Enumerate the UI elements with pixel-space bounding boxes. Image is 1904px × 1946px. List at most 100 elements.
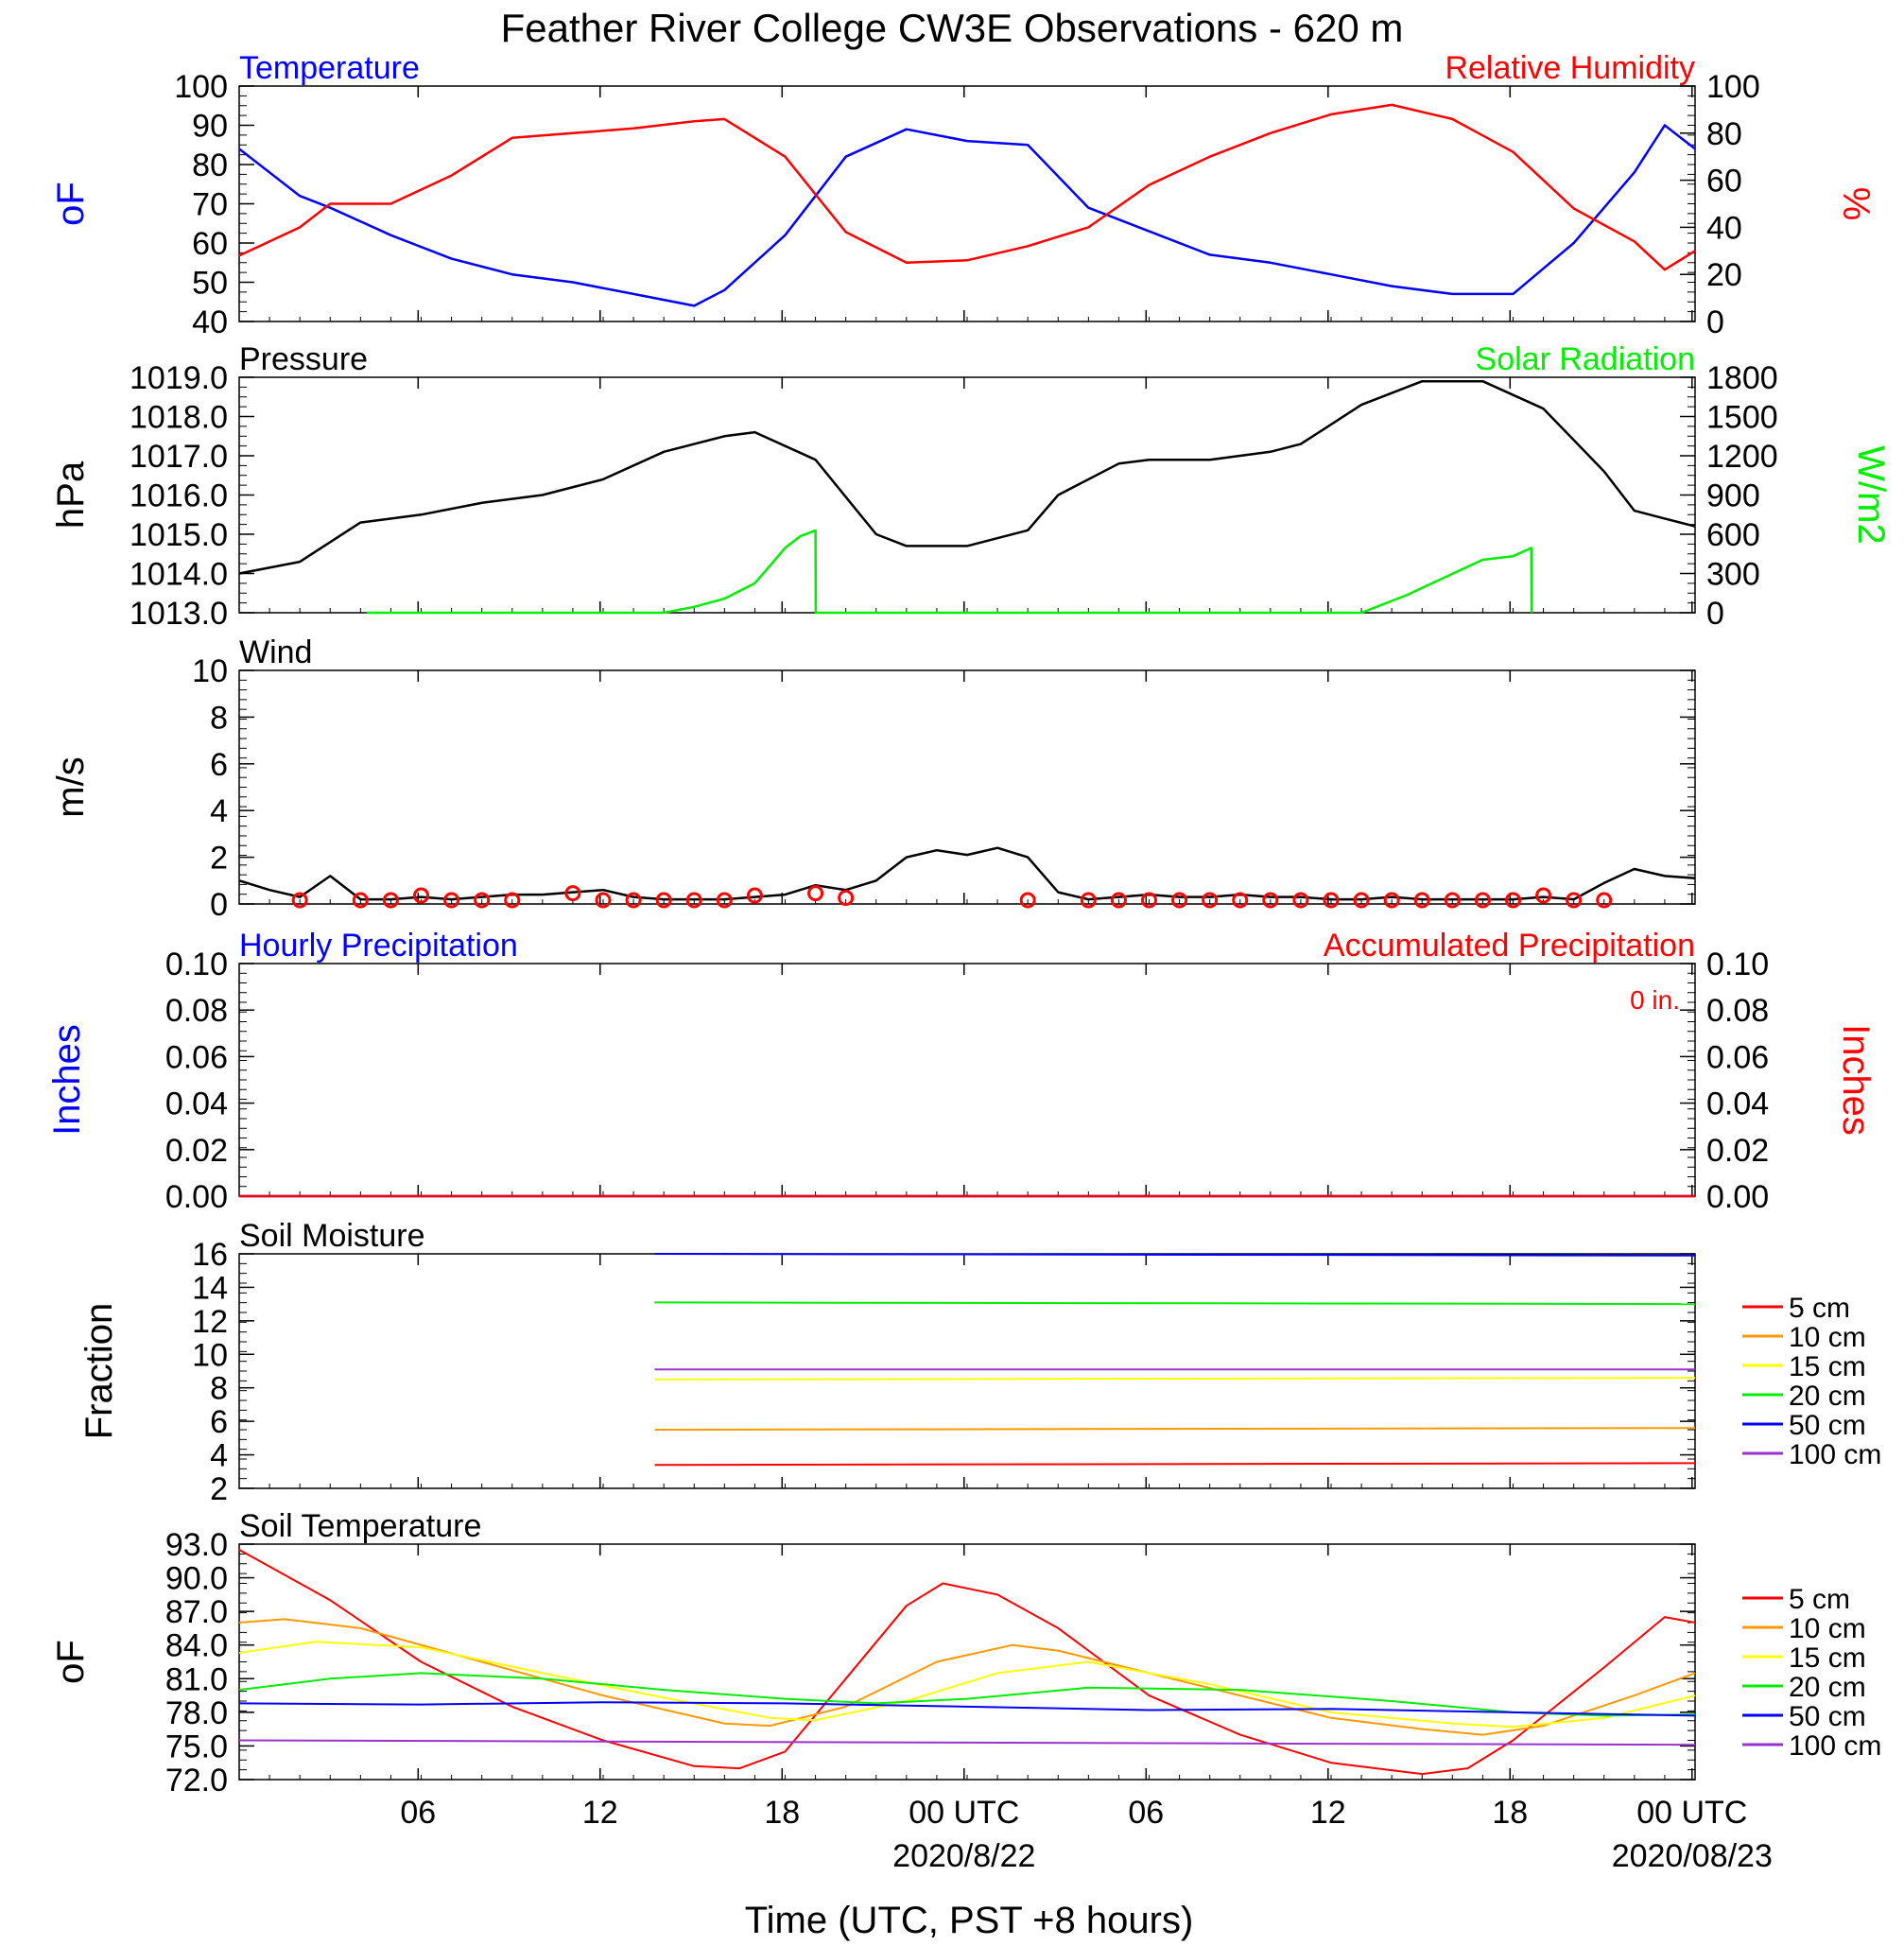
legend-label: 10 cm: [1789, 1613, 1866, 1644]
y-axis-label: hPa: [50, 460, 92, 529]
wind-marker: [504, 892, 521, 909]
wind-marker: [716, 892, 733, 909]
legend-label: 50 cm: [1789, 1701, 1866, 1732]
y-tick-label: 4: [210, 1438, 228, 1474]
legend-label: 15 cm: [1789, 1351, 1866, 1382]
wind-marker: [1262, 892, 1279, 909]
series-line-10-cm: [238, 1618, 1696, 1736]
legend-label: 5 cm: [1789, 1584, 1850, 1615]
y-tick-label: 50: [192, 266, 228, 302]
y-tick-label: 2: [210, 1471, 228, 1507]
y2-tick-label: 600: [1706, 517, 1760, 553]
y-tick-label: 0: [210, 887, 228, 923]
y-tick-label: 93.0: [165, 1527, 228, 1563]
panel-left-title: Soil Moisture: [239, 1218, 425, 1254]
y-tick-label: 1015.0: [130, 517, 228, 553]
series-line-15-cm: [238, 1641, 1696, 1729]
wind-marker: [1474, 892, 1491, 909]
y-tick-label: 0.06: [165, 1039, 228, 1075]
y2-tick-label: 1800: [1706, 360, 1778, 396]
wind-marker: [1232, 892, 1249, 909]
y-tick-label: 12: [192, 1304, 228, 1340]
y-tick-label: 1019.0: [130, 360, 228, 396]
legend-label: 10 cm: [1789, 1322, 1866, 1353]
series-line-20-cm: [654, 1301, 1696, 1306]
series-line-solar-radiation: [366, 529, 1533, 615]
wind-marker: [655, 892, 672, 909]
y2-tick-label: 0: [1706, 304, 1724, 340]
panel-right-title: Accumulated Precipitation: [1324, 928, 1695, 964]
y-tick-label: 16: [192, 1237, 228, 1273]
y-tick-label: 87.0: [165, 1594, 228, 1630]
series-line-15-cm: [654, 1377, 1696, 1381]
wind-marker: [382, 892, 399, 909]
x-tick-label: 00 UTC: [909, 1795, 1019, 1831]
y-tick-label: 8: [210, 700, 228, 736]
wind-marker: [1171, 892, 1188, 909]
y-tick-label: 8: [210, 1371, 228, 1407]
x-tick-label: 12: [1310, 1795, 1346, 1831]
panel-soil-temperature: 93.090.087.084.081.078.075.072.0 Soil Tem…: [50, 1508, 1881, 1798]
y2-tick-label: 1200: [1706, 439, 1778, 475]
wind-marker: [1535, 887, 1552, 904]
panel-left-title: Wind: [239, 634, 312, 670]
wind-marker: [1202, 892, 1219, 909]
wind-marker: [746, 887, 763, 904]
series-line-5-cm: [238, 1549, 1696, 1776]
series-line-50-cm: [654, 1253, 1696, 1257]
wind-marker: [352, 892, 369, 909]
wind-marker: [474, 892, 491, 909]
series-line-pressure: [238, 379, 1696, 575]
series-line-20-cm: [238, 1672, 1696, 1717]
y2-axis-label: %: [1835, 187, 1877, 221]
y-tick-label: 1014.0: [130, 557, 228, 593]
y-tick-label: 4: [210, 793, 228, 829]
wind-marker: [564, 885, 581, 902]
wind-marker: [1323, 892, 1340, 909]
y-tick-label: 70: [192, 187, 228, 223]
y-tick-label: 0.02: [165, 1133, 228, 1169]
wind-marker: [685, 892, 702, 909]
wind-marker: [807, 885, 824, 902]
y2-axis-label: W/m2: [1850, 445, 1892, 544]
y2-tick-label: 0: [1706, 596, 1724, 632]
y-axis-label: Inches: [46, 1024, 88, 1136]
legend-label: 50 cm: [1789, 1410, 1866, 1441]
figure-title: Feather River College CW3E Observations …: [501, 6, 1404, 50]
panel-left-title: Temperature: [239, 50, 420, 86]
panel-right-title: Relative Humidity: [1445, 50, 1695, 86]
legend-label: 100 cm: [1789, 1730, 1881, 1762]
y-tick-label: 10: [192, 1337, 228, 1373]
wind-marker: [1110, 892, 1127, 909]
y2-tick-label: 0.04: [1706, 1086, 1769, 1122]
x-tick-label: 18: [1492, 1795, 1528, 1831]
legend-label: 5 cm: [1789, 1293, 1850, 1324]
series-line-temperature: [238, 124, 1696, 307]
y2-tick-label: 40: [1706, 210, 1742, 246]
y-tick-label: 81.0: [165, 1661, 228, 1697]
y-tick-label: 14: [192, 1270, 228, 1306]
series-line-5-cm: [654, 1462, 1696, 1467]
precip-total-annotation: 0 in.: [1630, 985, 1680, 1015]
wind-marker: [1019, 892, 1036, 909]
y2-tick-label: 0.06: [1706, 1039, 1769, 1075]
y2-tick-label: 0.02: [1706, 1133, 1769, 1169]
wind-marker: [1566, 892, 1583, 909]
y2-axis-label: Inches: [1835, 1024, 1877, 1136]
panel-wind: 10 8 6 4 2 0 Wind m/s: [50, 634, 1696, 923]
wind-marker: [1141, 892, 1157, 909]
panel-left-title: Hourly Precipitation: [239, 928, 518, 964]
y-tick-label: 1018.0: [130, 400, 228, 436]
y-tick-label: 0.08: [165, 993, 228, 1029]
y-tick-label: 1016.0: [130, 478, 228, 514]
wind-marker: [1292, 892, 1309, 909]
y-tick-label: 0.00: [165, 1179, 228, 1215]
y-tick-label: 0.04: [165, 1086, 228, 1122]
wind-marker: [291, 892, 308, 909]
y2-tick-label: 300: [1706, 557, 1760, 593]
x-date-label: 2020/8/22: [892, 1838, 1035, 1874]
